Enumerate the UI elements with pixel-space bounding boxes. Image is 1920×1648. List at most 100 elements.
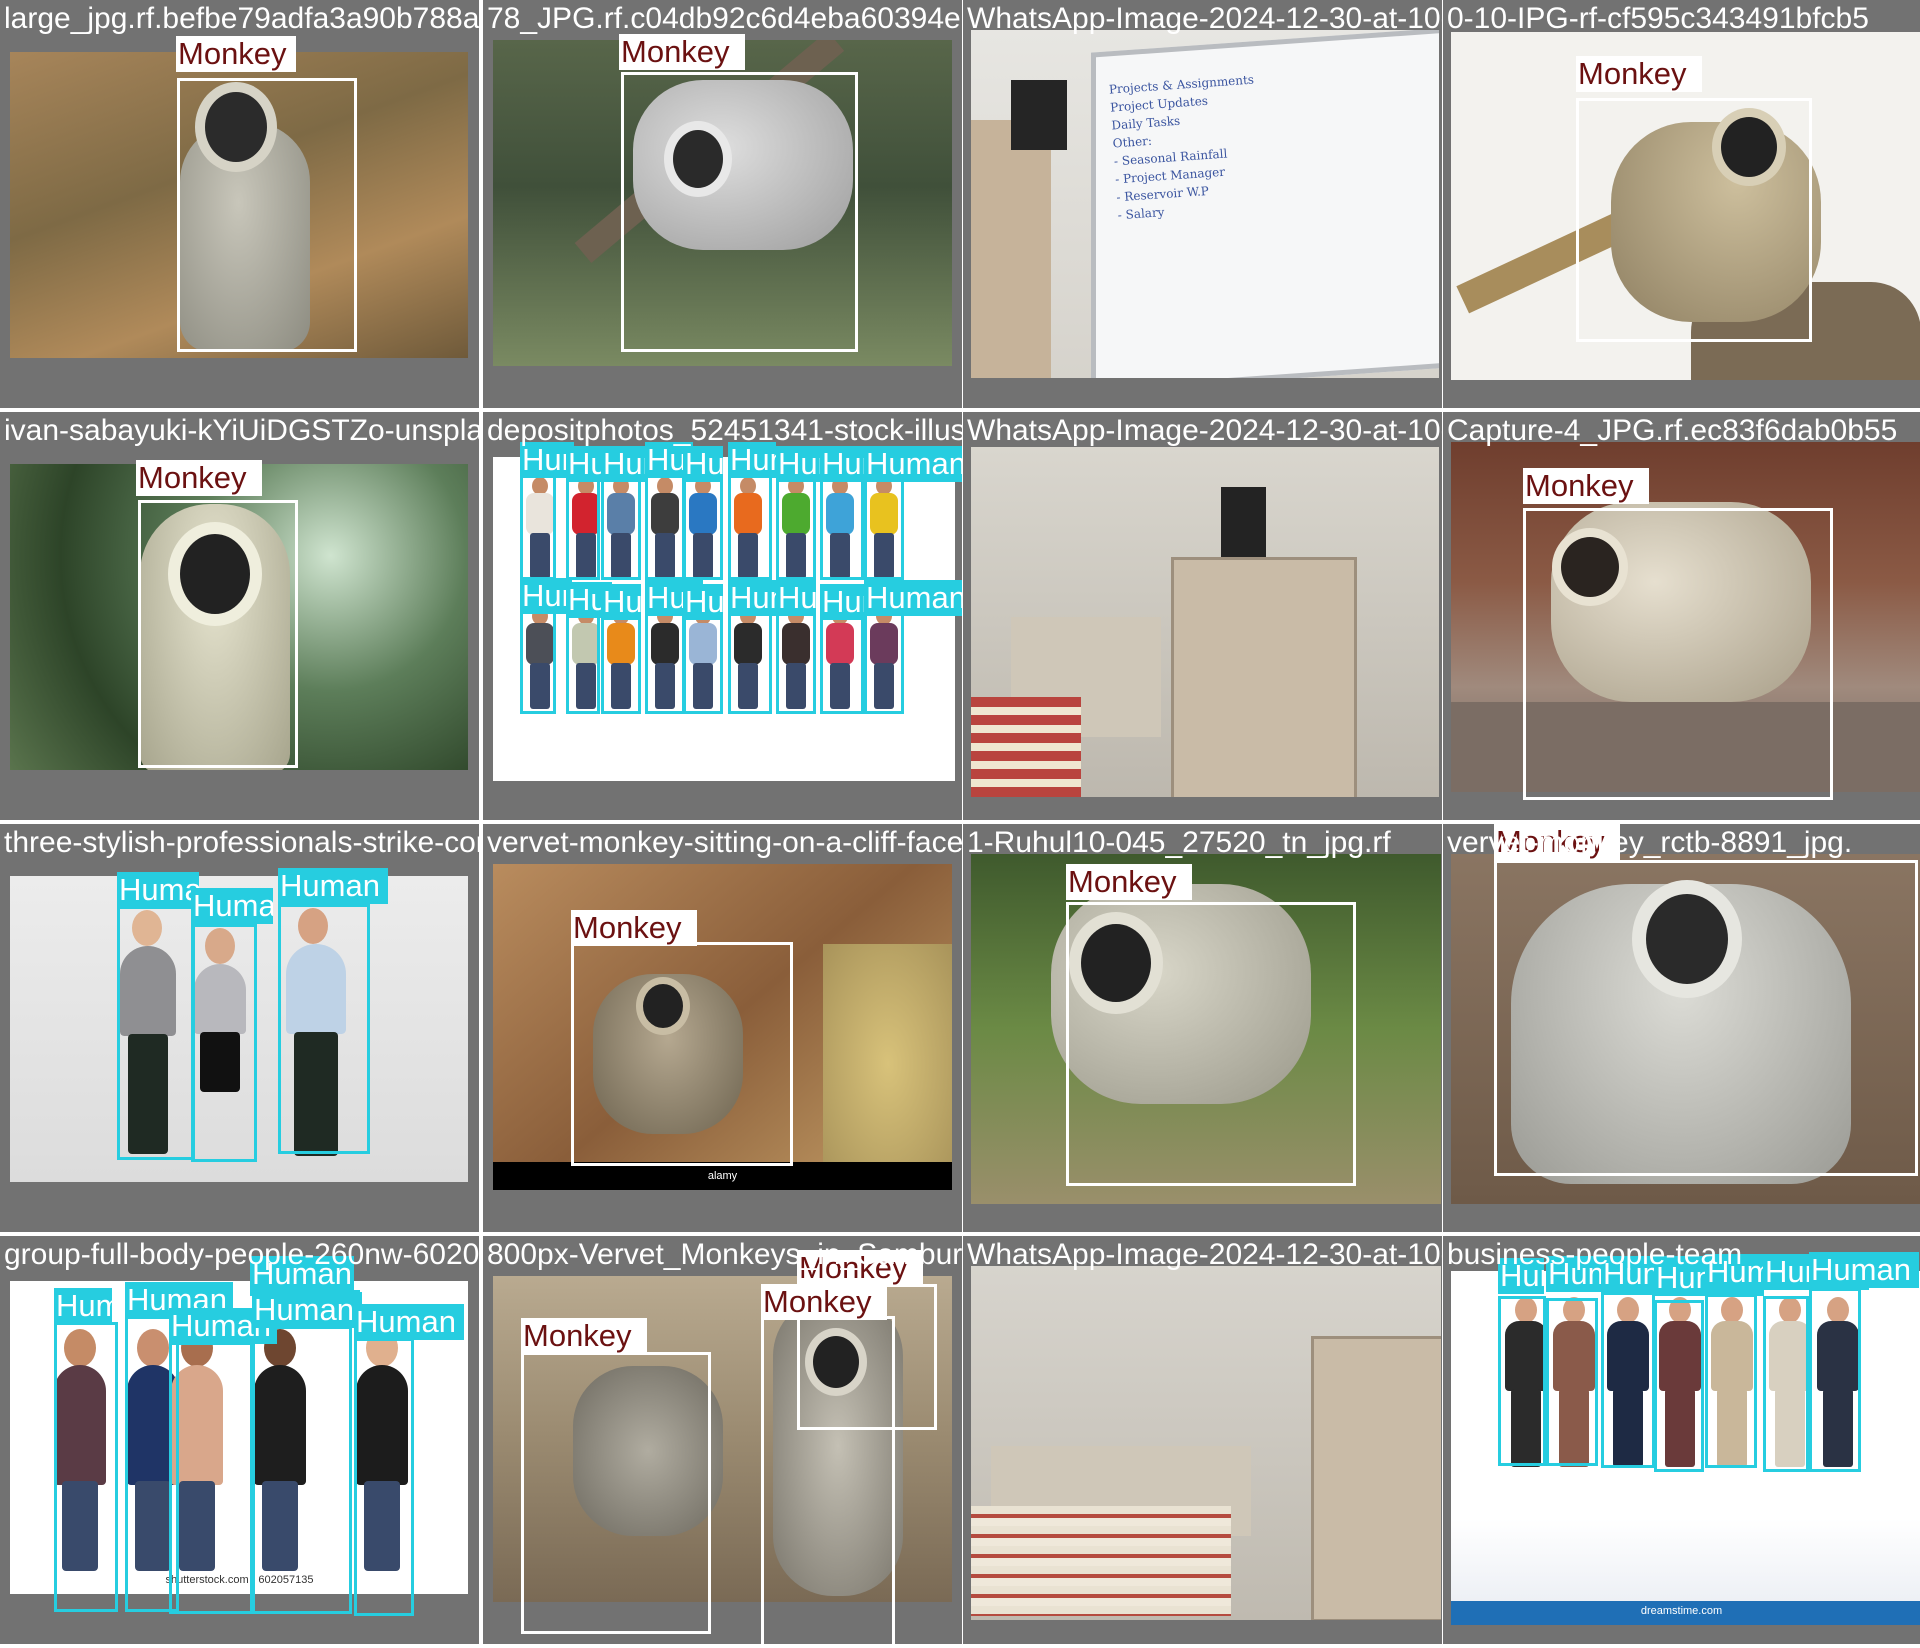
bounding-box — [354, 1338, 414, 1616]
tile-filename: large_jpg.rf.befbe79adfa3a90b788a2c35d8f… — [4, 2, 479, 35]
tile-filename: ivan-sabayuki-kYiUiDGSTZo-unsplash_jpg — [4, 414, 479, 447]
bounding-box — [820, 608, 864, 714]
image-tile: 78_JPG.rf.c04db92c6d4eba60394ec2-0110-c-… — [483, 0, 962, 408]
bounding-box — [177, 78, 357, 352]
bounding-box — [645, 608, 685, 714]
bounding-box — [761, 1316, 895, 1644]
watermark-text: alamy — [707, 1170, 738, 1182]
bounding-box — [683, 608, 723, 714]
tile-photo — [10, 52, 468, 358]
tile-filename: depositphotos_52451341-stock-illustratio… — [487, 414, 962, 447]
watermark-text: shutterstock.com · 602057135 — [165, 1574, 314, 1586]
tile-filename: 78_JPG.rf.c04db92c6d4eba60394ec2-0110-c-… — [487, 2, 962, 35]
bounding-box-label: Human — [864, 580, 962, 616]
bounding-box — [1494, 860, 1918, 1176]
image-tile: vervet-monkey-sitting-on-a-cliff-face ala… — [483, 824, 962, 1232]
bounding-box — [520, 608, 556, 714]
bounding-box — [864, 608, 904, 714]
bounding-box — [571, 942, 793, 1166]
bounding-box-label: Human — [864, 446, 962, 482]
tile-photo — [971, 447, 1439, 797]
bounding-box — [1601, 1292, 1655, 1468]
bounding-box-label: Monkey — [1066, 864, 1192, 900]
bounding-box-label: Monkey — [797, 1250, 923, 1286]
bounding-box — [191, 924, 257, 1162]
bounding-box — [252, 1326, 352, 1614]
bounding-box — [278, 904, 370, 1154]
bounding-box — [864, 474, 904, 580]
bounding-box-label: Monkey — [1494, 824, 1620, 860]
tile-photo — [1451, 32, 1920, 380]
tile-filename: 0-10-IPG-rf-cf595c343491bfcb5 — [1447, 2, 1869, 35]
bounding-box-label: Human — [191, 888, 273, 924]
bounding-box-label: Human — [776, 446, 820, 482]
tile-filename: vervet-monkey-sitting-on-a-cliff-face — [487, 826, 962, 859]
bounding-box — [601, 474, 641, 580]
bounding-box — [776, 474, 816, 580]
tile-photo — [1451, 854, 1920, 1204]
bounding-box — [683, 474, 723, 580]
tile-filename: WhatsApp-Image-2024-12-30-at-10-26-04 — [967, 2, 1442, 35]
image-tile: WhatsApp-Image-2024-12-30-at-10-26-04 Pro… — [963, 0, 1442, 408]
tile-photo — [10, 876, 468, 1182]
tile-filename: group-full-body-people-260nw-602057135 — [4, 1238, 479, 1271]
tile-photo — [10, 464, 468, 770]
bounding-box-label: Human — [683, 584, 723, 620]
watermark-text: dreamstime.com — [1640, 1605, 1723, 1617]
bounding-box-label: Human — [820, 584, 864, 620]
bounding-box-label: Human — [776, 580, 816, 616]
image-tile: three-stylish-professionals-strike-confi… — [0, 824, 479, 1232]
bounding-box — [1498, 1296, 1546, 1466]
bounding-box — [645, 474, 685, 580]
bounding-box-label: Human — [1809, 1252, 1919, 1288]
bounding-box-label: Human — [728, 442, 776, 478]
bounding-box-label: Human — [820, 446, 868, 482]
image-tile: WhatsApp-Image-2024-12-30-at-10-44-04 — [963, 412, 1442, 820]
tile-photo — [493, 40, 952, 366]
tile-filename: business-people-team — [1447, 1238, 1743, 1271]
bounding-box — [1066, 902, 1356, 1186]
image-tile: 1-Ruhul10-045_27520_tn_jpg.rf Monkey — [963, 824, 1442, 1232]
bounding-box-label: Human — [250, 1256, 354, 1292]
bounding-box-label: Human — [354, 1304, 464, 1340]
tile-filename: Capture-4_JPG.rf.ec83f6dab0b55 — [1447, 414, 1898, 447]
bounding-box-label: Monkey — [1576, 56, 1702, 92]
bounding-box-label: Human — [601, 584, 641, 620]
bounding-box — [169, 1342, 253, 1614]
bounding-box-label: Human — [601, 446, 645, 482]
bounding-box-label: Human — [278, 868, 388, 904]
image-tile: business-people-team dreamstime.com Human H… — [1443, 1236, 1920, 1644]
tile-photo — [1451, 1271, 1920, 1625]
bounding-box — [566, 474, 600, 580]
bounding-box — [1705, 1294, 1757, 1468]
bounding-box — [1546, 1298, 1598, 1466]
tile-photo — [493, 457, 955, 781]
bounding-box-label: Monkey — [521, 1318, 647, 1354]
tile-filename: vervet-monkey_rctb-8891_jpg. — [1447, 826, 1853, 859]
bounding-box-label: Monkey — [571, 910, 697, 946]
bounding-box — [1809, 1288, 1861, 1472]
bounding-box — [820, 474, 864, 580]
bounding-box-label: Monkey — [1523, 468, 1649, 504]
tile-photo — [971, 1266, 1441, 1620]
bounding-box — [728, 608, 772, 714]
image-tile: large_jpg.rf.befbe79adfa3a90b788a2c35d8f… — [0, 0, 479, 408]
bounding-box — [520, 474, 556, 580]
image-tile: Capture-4_JPG.rf.ec83f6dab0b55 Monkey — [1443, 412, 1920, 820]
bounding-box — [566, 608, 600, 714]
tile-photo — [1451, 442, 1920, 792]
bounding-box — [1576, 98, 1812, 342]
image-tile: 800px-Vervet_Monkeys_in_Samburu_pg.rfMon… — [483, 1236, 962, 1644]
image-tile: group-full-body-people-260nw-602057135 sh… — [0, 1236, 479, 1644]
bounding-box-label: Human — [117, 872, 199, 908]
bounding-box — [1763, 1296, 1809, 1472]
bounding-box — [117, 906, 195, 1160]
image-tile: ivan-sabayuki-kYiUiDGSTZo-unsplash_jpg Mo… — [0, 412, 479, 820]
bounding-box-label: Human — [1498, 1258, 1544, 1294]
bounding-box-label: Monkey — [136, 460, 262, 496]
bounding-box — [521, 1352, 711, 1634]
tile-filename: 1-Ruhul10-045_27520_tn_jpg.rf — [967, 826, 1391, 859]
image-tile: WhatsApp-Image-2024-12-30-at-10-44-04 — [963, 1236, 1442, 1644]
image-tile: depositphotos_52451341-stock-illustratio… — [483, 412, 962, 820]
